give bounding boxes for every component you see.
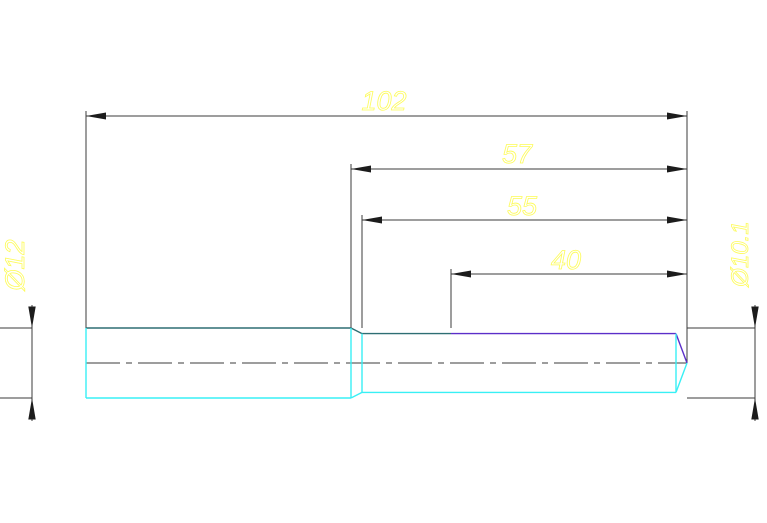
svg-text:102: 102 xyxy=(361,86,406,116)
svg-text:57: 57 xyxy=(502,139,533,169)
svg-text:55: 55 xyxy=(507,191,538,221)
svg-text:Ø10.1: Ø10.1 xyxy=(727,221,754,287)
svg-text:Ø12: Ø12 xyxy=(0,239,30,291)
svg-text:40: 40 xyxy=(551,245,581,275)
